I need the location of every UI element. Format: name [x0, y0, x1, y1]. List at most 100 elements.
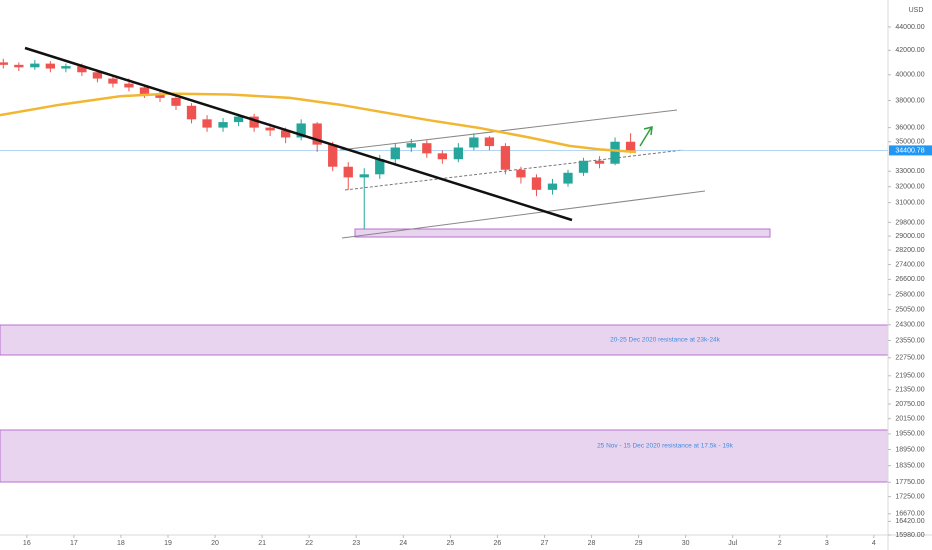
x-tick-label: 20 — [211, 540, 219, 547]
candle-body — [171, 97, 181, 106]
x-tick-label: 23 — [352, 540, 360, 547]
candle-body — [265, 127, 275, 131]
y-tick-label: 27400.00 — [895, 261, 924, 268]
y-tick-label: 18350.00 — [895, 462, 924, 469]
candle-body — [280, 130, 291, 138]
y-tick-label: 33000.00 — [895, 168, 924, 175]
y-tick-label: 21950.00 — [895, 373, 924, 380]
candle-body — [0, 62, 8, 65]
x-tick-label: 30 — [682, 540, 690, 547]
candle-body — [249, 116, 259, 128]
candle-body — [61, 66, 71, 69]
annotation: 25 Nov - 15 Dec 2020 resistance at 17.5k… — [597, 443, 734, 450]
candle-body — [328, 144, 338, 167]
moving-average — [0, 92, 637, 154]
last-price-box — [889, 145, 932, 156]
y-tick-label: 21350.00 — [895, 387, 924, 394]
y-tick-label: 28200.00 — [895, 247, 924, 254]
x-tick-label: 16 — [23, 540, 31, 547]
y-tick-label: 15980.00 — [895, 532, 924, 539]
x-tick-label: 19 — [164, 540, 172, 547]
y-tick-label: 29800.00 — [895, 219, 924, 226]
x-tick-label: 21 — [258, 540, 266, 547]
candle-body — [218, 122, 228, 128]
candle-body — [139, 87, 150, 94]
candle-body — [437, 153, 448, 160]
x-tick-label: 18 — [117, 540, 125, 547]
y-tick-label: 25800.00 — [895, 292, 924, 299]
candle-body — [594, 160, 605, 164]
channel-midline — [344, 149, 684, 191]
candle-body — [77, 66, 87, 73]
y-tick-label: 44000.00 — [895, 24, 924, 31]
x-tick-label: 26 — [494, 540, 502, 547]
support-box — [354, 228, 771, 238]
x-tick-label: 29 — [635, 540, 643, 547]
y-tick-label: 17750.00 — [895, 479, 924, 486]
y-tick-label: 42000.00 — [895, 47, 924, 54]
channel-line — [339, 109, 678, 151]
candle-body — [390, 147, 400, 160]
x-tick-label: 28 — [588, 540, 596, 547]
candle-body — [92, 72, 103, 79]
candle-body — [469, 137, 479, 148]
y-tick-label: 25050.00 — [895, 306, 924, 313]
candle-body — [312, 123, 322, 145]
candle-body — [14, 64, 24, 68]
candle-body — [359, 174, 369, 178]
x-tick-label: 2 — [778, 540, 782, 547]
y-tick-label: 20750.00 — [895, 401, 924, 408]
x-tick-label: 25 — [446, 540, 454, 547]
y-tick-label: 23550.00 — [895, 337, 924, 344]
y-tick-label: 20150.00 — [895, 416, 924, 423]
resistance-box — [0, 429, 889, 483]
x-tick-label: 3 — [825, 540, 829, 547]
candle-body — [296, 123, 306, 138]
candle-body — [516, 169, 526, 178]
y-tick-label: 19550.00 — [895, 431, 924, 438]
candle-body — [155, 93, 165, 98]
candle-body — [422, 143, 432, 154]
candle-body — [202, 119, 212, 128]
y-tick-label: 16670.00 — [895, 511, 924, 518]
x-tick-label: 17 — [70, 540, 78, 547]
candle-body — [625, 141, 636, 151]
y-tick-label: 17250.00 — [895, 493, 924, 500]
candle-body — [531, 177, 542, 190]
candle-body — [578, 160, 589, 173]
candle-body — [375, 159, 385, 175]
last-price-label: 34400.78 — [895, 147, 924, 154]
y-tick-label: 26600.00 — [895, 276, 924, 283]
candle-body — [30, 63, 40, 68]
arrow — [639, 126, 653, 147]
y-tick-label: 22750.00 — [895, 355, 924, 362]
candle-body — [610, 141, 620, 164]
x-tick-label: 4 — [872, 540, 876, 547]
y-tick-label: 38000.00 — [895, 97, 924, 104]
resistance-box — [0, 324, 889, 356]
x-tick-label: Jul — [728, 540, 737, 547]
candle-body — [484, 137, 495, 147]
currency-label: USD — [909, 7, 924, 14]
x-tick-label: 22 — [305, 540, 313, 547]
channel-line — [341, 190, 706, 239]
y-tick-label: 18950.00 — [895, 446, 924, 453]
candle-body — [563, 172, 573, 184]
candle-body — [343, 166, 353, 178]
y-tick-label: 35000.00 — [895, 139, 924, 146]
y-tick-label: 24300.00 — [895, 322, 924, 329]
y-tick-label: 32000.00 — [895, 184, 924, 191]
trendline — [24, 46, 573, 222]
candle-body — [45, 63, 56, 69]
x-tick-label: 24 — [399, 540, 407, 547]
candle-body — [108, 78, 118, 84]
candle-body — [547, 183, 558, 190]
candle-body — [124, 83, 134, 88]
annotation: 20-25 Dec 2020 resistance at 23k-24k — [610, 337, 721, 344]
y-tick-label: 16420.00 — [895, 518, 924, 525]
candle-body — [406, 143, 416, 148]
y-tick-label: 36000.00 — [895, 124, 924, 131]
x-tick-label: 27 — [541, 540, 549, 547]
y-tick-label: 29000.00 — [895, 233, 924, 240]
